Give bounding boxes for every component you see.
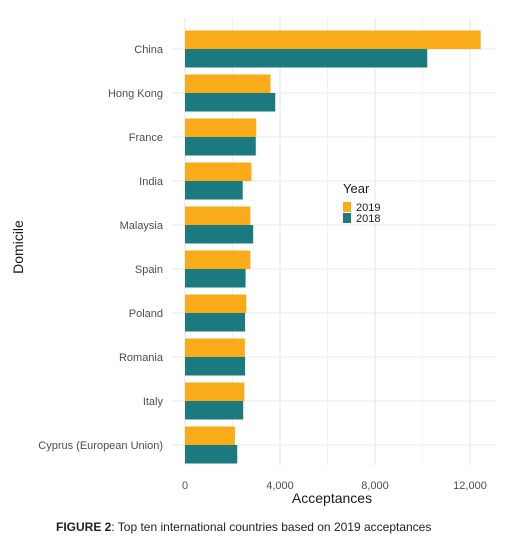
legend-swatch-2018 xyxy=(343,213,351,223)
category-label-4: Malaysia xyxy=(120,220,164,232)
legend-swatch-2019 xyxy=(343,202,351,212)
bar-2019-6 xyxy=(185,294,247,313)
bar-2018-1 xyxy=(185,93,276,112)
y-axis-title: Domicile xyxy=(10,220,26,274)
x-tick-label-3: 12,000 xyxy=(453,480,487,492)
x-tick-labels: 0 4,000 8,000 12,000 xyxy=(182,480,487,492)
bar-2019-8 xyxy=(185,382,245,401)
category-label-6: Poland xyxy=(129,308,163,320)
bar-2019-5 xyxy=(185,250,251,269)
category-label-9: Cyprus (European Union) xyxy=(38,440,163,452)
bar-2018-2 xyxy=(185,137,256,156)
legend-label-2019: 2019 xyxy=(356,202,380,214)
category-label-0: China xyxy=(134,44,164,56)
bar-2019-1 xyxy=(185,74,271,93)
bar-2018-0 xyxy=(185,49,428,68)
x-tick-label-0: 0 xyxy=(182,480,188,492)
bar-2018-9 xyxy=(185,445,238,464)
bar-2018-6 xyxy=(185,313,246,332)
figure-caption-text: : Top ten international countries based … xyxy=(111,520,432,534)
bar-2019-7 xyxy=(185,338,245,357)
bar-2018-8 xyxy=(185,401,244,420)
figure-caption: FIGURE 2: Top ten international countrie… xyxy=(56,520,431,534)
legend-title: Year xyxy=(343,181,370,196)
legend: Year 2019 2018 xyxy=(343,181,380,225)
category-label-2: France xyxy=(129,132,163,144)
bar-2019-9 xyxy=(185,426,235,445)
category-labels: China Hong Kong France India Malaysia Spain Po… xyxy=(38,44,164,452)
category-label-3: India xyxy=(139,176,164,188)
category-label-1: Hong Kong xyxy=(108,88,163,100)
figure-label: FIGURE 2 xyxy=(56,520,112,534)
bar-2019-4 xyxy=(185,206,251,225)
bar-chart: China Hong Kong France India Malaysia Spain Po… xyxy=(10,18,496,506)
bar-2018-4 xyxy=(185,225,254,244)
legend-label-2018: 2018 xyxy=(356,213,380,225)
bar-2019-2 xyxy=(185,118,257,137)
bar-2018-3 xyxy=(185,181,243,200)
x-tick-label-2: 8,000 xyxy=(361,480,389,492)
category-label-8: Italy xyxy=(143,396,164,408)
bars xyxy=(185,30,481,464)
bar-2018-5 xyxy=(185,269,246,288)
x-axis-title: Acceptances xyxy=(292,490,372,506)
bar-2019-3 xyxy=(185,162,252,181)
category-label-5: Spain xyxy=(135,264,163,276)
bar-2019-0 xyxy=(185,30,481,49)
x-tick-label-1: 4,000 xyxy=(266,480,294,492)
bar-2018-7 xyxy=(185,357,246,376)
category-label-7: Romania xyxy=(119,352,164,364)
